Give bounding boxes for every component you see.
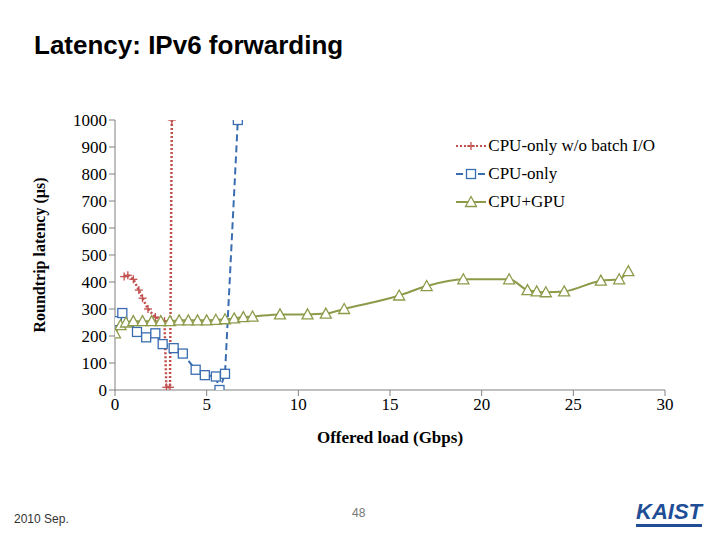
html-text:CPU-only: CPU-only xyxy=(488,164,558,183)
svg-text:0: 0 xyxy=(111,395,120,414)
svg-text:600: 600 xyxy=(82,219,108,238)
html-text:CPU+GPU: CPU+GPU xyxy=(488,192,565,211)
svg-text:400: 400 xyxy=(82,273,108,292)
svg-text:100: 100 xyxy=(82,354,108,373)
html-text:KAIST: KAIST xyxy=(636,499,702,524)
svg-text:20: 20 xyxy=(473,395,490,414)
svg-text:700: 700 xyxy=(82,192,108,211)
svg-text:0: 0 xyxy=(99,381,108,400)
svg-text:10: 10 xyxy=(290,395,307,414)
html-text:48: 48 xyxy=(352,506,366,520)
svg-text:25: 25 xyxy=(565,395,582,414)
svg-text:5: 5 xyxy=(202,395,211,414)
svg-text:300: 300 xyxy=(82,300,108,319)
svg-text:200: 200 xyxy=(82,327,108,346)
svg-text:800: 800 xyxy=(82,165,108,184)
svg-text:500: 500 xyxy=(82,246,108,265)
html-text:CPU-only w/o batch I/O: CPU-only w/o batch I/O xyxy=(488,136,655,155)
svg-text:900: 900 xyxy=(82,138,108,157)
svg-text:1000: 1000 xyxy=(73,111,107,130)
html-text:Latency: IPv6 forwarding: Latency: IPv6 forwarding xyxy=(34,30,344,60)
html-text:2010 Sep.: 2010 Sep. xyxy=(14,512,69,526)
html-text:Offered load (Gbps): Offered load (Gbps) xyxy=(317,428,463,447)
svg-text:15: 15 xyxy=(382,395,399,414)
html-text:Roundtrip latency (µs): Roundtrip latency (µs) xyxy=(31,177,48,333)
svg-text:30: 30 xyxy=(657,395,674,414)
